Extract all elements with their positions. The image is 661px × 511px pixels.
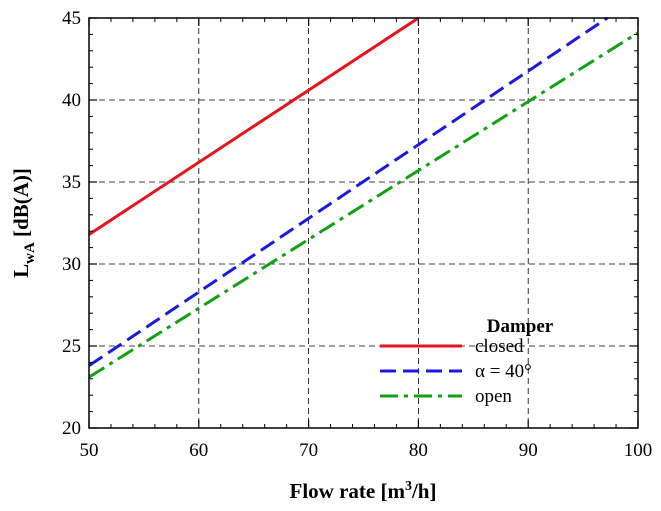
plot-frame [88, 17, 639, 429]
x-tick-label: 80 [409, 440, 428, 461]
series-line-0 [88, 16, 420, 236]
plot-background [89, 18, 638, 428]
tick-labels: 50 60 70 80 90 100 20 25 30 35 40 45 [62, 8, 652, 461]
y-tick-label: 40 [62, 90, 81, 111]
x-tick-label: 70 [299, 440, 318, 461]
legend: Damper closed α = 40° open [380, 316, 554, 407]
y-tick-label: 35 [62, 172, 81, 193]
ticks [88, 17, 639, 429]
legend-label-0: closed [475, 336, 524, 357]
y-tick-label: 20 [62, 418, 81, 439]
legend-label-1: α = 40° [475, 361, 532, 382]
x-tick-label: 90 [519, 440, 538, 461]
x-tick-label: 100 [624, 440, 653, 461]
y-axis-title: LwA [dB(A)] [9, 168, 38, 278]
legend-title: Damper [487, 316, 554, 337]
series-line-1 [88, 16, 609, 367]
series-layer [88, 16, 639, 379]
x-axis-title: Flow rate [m3/h] [290, 479, 437, 503]
y-tick-label: 45 [62, 8, 81, 29]
y-tick-label: 30 [62, 254, 81, 275]
y-tick-label: 25 [62, 336, 81, 357]
x-tick-label: 50 [80, 440, 99, 461]
x-tick-label: 60 [189, 440, 208, 461]
series-line-2 [88, 31, 639, 379]
legend-label-2: open [475, 386, 512, 407]
